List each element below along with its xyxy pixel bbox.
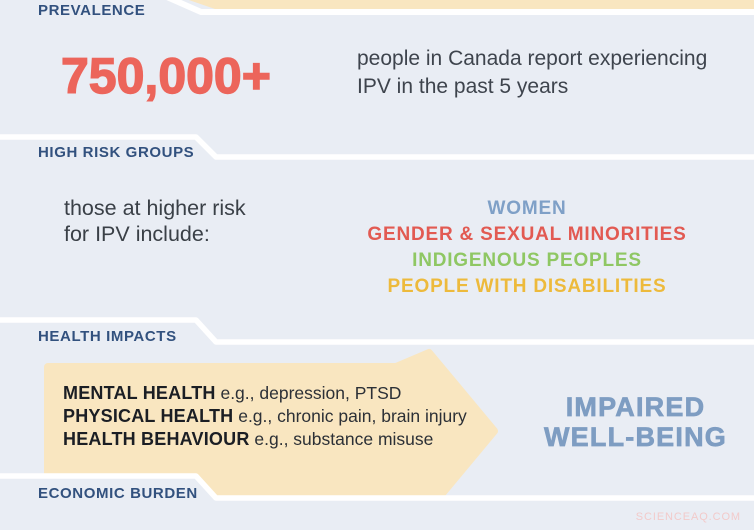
divider-top (166, 0, 754, 15)
risk-group-gender-sexual-minorities: GENDER & SEXUAL MINORITIES (367, 224, 687, 245)
impact-examples: e.g., substance misuse (249, 429, 434, 450)
section-title-economic-burden: ECONOMIC BURDEN (38, 485, 198, 502)
health-impact-list: MENTAL HEALTH e.g., depression, PTSD PHY… (63, 382, 467, 452)
section-title-high-risk-groups: HIGH RISK GROUPS (38, 144, 195, 161)
watermark: SCIENCEAQ.COM (635, 511, 741, 523)
top-arrow-tail-shape (188, 0, 754, 9)
section-title-health-impacts: HEALTH IMPACTS (38, 328, 177, 345)
divider-health-impacts (0, 317, 754, 345)
prevalence-stat-number: 750,000+ (60, 47, 271, 104)
divider-high-risk-groups (0, 134, 754, 160)
high-risk-group-list: WOMEN GENDER & SEXUAL MINORITIES INDIGEN… (300, 196, 754, 300)
high-risk-intro-text: those at higher risk for IPV include: (64, 196, 246, 246)
impact-examples: e.g., depression, PTSD (215, 383, 402, 403)
risk-group-women: WOMEN (487, 198, 567, 219)
impact-row-health-behaviour: HEALTH BEHAVIOUR e.g., substance misuse (63, 428, 467, 451)
impact-term: HEALTH BEHAVIOUR (63, 429, 250, 450)
impact-examples: e.g., chronic pain, brain injury (233, 406, 467, 427)
impact-term: PHYSICAL HEALTH (63, 406, 234, 427)
impaired-wellbeing-outcome: IMPAIRED WELL-BEING (544, 392, 727, 453)
impact-row-mental-health: MENTAL HEALTH e.g., depression, PTSD (63, 382, 467, 405)
section-title-prevalence: PREVALENCE (38, 2, 146, 19)
risk-group-people-with-disabilities: PEOPLE WITH DISABILITIES (387, 276, 667, 297)
impact-term: MENTAL HEALTH (63, 383, 216, 403)
impact-row-physical-health: PHYSICAL HEALTH e.g., chronic pain, brai… (63, 405, 467, 428)
divider-economic-burden (0, 473, 754, 501)
economic-burden-section-fill (0, 476, 754, 530)
prevalence-stat-description: people in Canada report experiencing IPV… (357, 47, 708, 98)
risk-group-indigenous-peoples: INDIGENOUS PEOPLES (412, 250, 642, 271)
